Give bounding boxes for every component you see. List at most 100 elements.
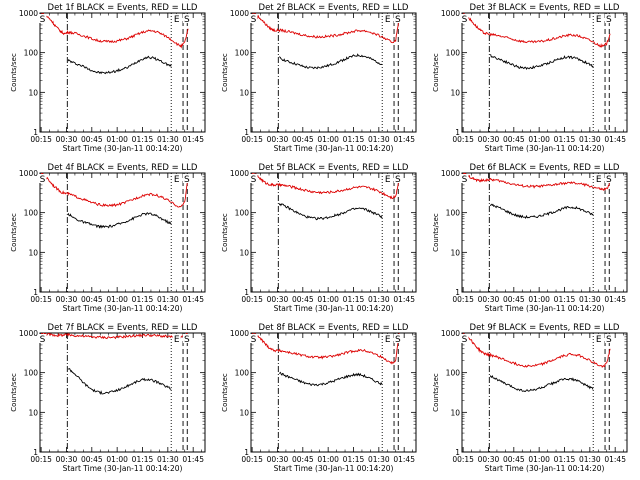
end-marker-label: E bbox=[174, 15, 180, 25]
start-marker-label: S bbox=[40, 335, 46, 345]
series-events-line bbox=[489, 374, 594, 392]
x-tick-label: 01:45 bbox=[393, 135, 415, 144]
x-tick-label: 01:45 bbox=[604, 135, 626, 144]
panel-3: Det 3f BLACK = Events, RED = LLD 00:15 00:… bbox=[432, 3, 628, 153]
y-tick-label: 10 bbox=[450, 88, 460, 97]
marker-label-bg bbox=[460, 334, 469, 343]
series-lld-line bbox=[41, 13, 189, 49]
y-tick-label: 100 bbox=[24, 369, 39, 378]
x-tick-label: 01:15 bbox=[554, 135, 576, 144]
x-tick-label: 00:45 bbox=[81, 295, 103, 304]
x-tick-label: 01:00 bbox=[317, 455, 339, 464]
marker-label-bg bbox=[38, 174, 47, 183]
end-marker-label: E bbox=[385, 175, 391, 185]
y-tick-label: 100 bbox=[24, 49, 39, 58]
panel-1: Det 1f BLACK = Events, RED = LLD 00:15 00:… bbox=[10, 3, 206, 153]
marker-label-bg bbox=[38, 14, 47, 23]
y-tick-label: 1000 bbox=[19, 9, 38, 18]
start-marker-label: S bbox=[184, 15, 190, 25]
y-tick-label: 100 bbox=[235, 209, 250, 218]
x-tick-label: 00:30 bbox=[267, 295, 289, 304]
x-tick-label: 01:15 bbox=[343, 135, 365, 144]
series-events-line bbox=[67, 55, 172, 75]
plot-frame bbox=[250, 12, 417, 133]
start-marker-label: S bbox=[184, 335, 190, 345]
start-marker-label: S bbox=[251, 15, 257, 25]
x-axis-label: Start Time (30-Jan-11 00:14:20) bbox=[274, 144, 394, 153]
x-axis-label: Start Time (30-Jan-11 00:14:20) bbox=[63, 464, 183, 473]
marker-label-bg bbox=[38, 334, 47, 343]
x-tick-label: 00:15 bbox=[30, 455, 52, 464]
panel-7: Det 7f BLACK = Events, RED = LLD 00:15 00:… bbox=[10, 323, 206, 473]
series-lld-line bbox=[462, 13, 611, 48]
panel-title: Det 4f BLACK = Events, RED = LLD bbox=[48, 163, 198, 173]
x-tick-label: 00:15 bbox=[452, 295, 474, 304]
x-axis-label: Start Time (30-Jan-11 00:14:20) bbox=[485, 304, 605, 313]
x-tick-label: 00:45 bbox=[503, 135, 525, 144]
y-axis-label: Counts/sec bbox=[10, 373, 18, 412]
x-tick-label: 00:15 bbox=[452, 455, 474, 464]
marker-label-bg bbox=[249, 174, 258, 183]
panel-8: Det 8f BLACK = Events, RED = LLD 00:15 00:… bbox=[221, 323, 417, 473]
x-tick-label: 00:45 bbox=[503, 295, 525, 304]
x-tick-label: 01:30 bbox=[157, 135, 179, 144]
x-tick-label: 00:15 bbox=[241, 295, 263, 304]
marker-label-bg bbox=[460, 14, 469, 23]
y-tick-label: 1000 bbox=[441, 329, 460, 338]
series-events-line bbox=[279, 371, 383, 387]
y-tick-label: 100 bbox=[235, 49, 250, 58]
series-lld-line bbox=[462, 173, 611, 191]
y-tick-label: 10 bbox=[450, 248, 460, 257]
series-events-line bbox=[278, 53, 383, 70]
y-tick-label: 1000 bbox=[441, 9, 460, 18]
start-marker-label: S bbox=[462, 175, 468, 185]
start-marker-label: S bbox=[395, 175, 401, 185]
end-marker-label: E bbox=[596, 335, 602, 345]
end-marker-label: E bbox=[596, 15, 602, 25]
start-marker-label: S bbox=[462, 335, 468, 345]
panel-4: Det 4f BLACK = Events, RED = LLD 00:15 00:… bbox=[10, 163, 206, 313]
x-tick-label: 01:30 bbox=[368, 455, 390, 464]
x-tick-label: 00:15 bbox=[30, 135, 52, 144]
marker-label-bg bbox=[594, 14, 603, 23]
x-axis-label: Start Time (30-Jan-11 00:14:20) bbox=[485, 464, 605, 473]
panel-2: Det 2f BLACK = Events, RED = LLD 00:15 00:… bbox=[221, 3, 417, 153]
x-tick-label: 01:00 bbox=[106, 135, 128, 144]
start-marker-label: S bbox=[40, 15, 46, 25]
start-marker-label: S bbox=[606, 175, 612, 185]
plot-frame bbox=[250, 332, 417, 453]
y-tick-label: 1000 bbox=[230, 169, 249, 178]
x-tick-label: 01:30 bbox=[157, 295, 179, 304]
x-tick-label: 01:30 bbox=[579, 295, 601, 304]
y-tick-label: 1000 bbox=[230, 9, 249, 18]
x-tick-label: 00:30 bbox=[478, 455, 500, 464]
marker-label-bg bbox=[249, 14, 258, 23]
marker-label-bg bbox=[594, 174, 603, 183]
marker-label-bg bbox=[393, 14, 402, 23]
x-tick-label: 00:15 bbox=[241, 455, 263, 464]
x-tick-label: 01:45 bbox=[393, 455, 415, 464]
x-tick-label: 01:45 bbox=[604, 295, 626, 304]
x-tick-label: 01:00 bbox=[106, 295, 128, 304]
y-tick-label: 10 bbox=[239, 408, 249, 417]
panel-title: Det 5f BLACK = Events, RED = LLD bbox=[259, 163, 409, 173]
plot-frame bbox=[250, 172, 417, 293]
y-tick-label: 1 bbox=[244, 288, 249, 297]
y-axis-label: Counts/sec bbox=[432, 53, 440, 92]
plot-frame bbox=[39, 12, 206, 133]
start-marker-label: S bbox=[606, 15, 612, 25]
x-tick-label: 00:30 bbox=[56, 295, 78, 304]
x-tick-label: 01:15 bbox=[554, 455, 576, 464]
x-tick-label: 00:30 bbox=[267, 135, 289, 144]
series-lld-line bbox=[40, 173, 189, 208]
plot-frame bbox=[39, 332, 206, 453]
y-tick-label: 1 bbox=[244, 448, 249, 457]
x-tick-label: 00:45 bbox=[81, 455, 103, 464]
marker-label-bg bbox=[249, 334, 258, 343]
y-tick-label: 10 bbox=[450, 408, 460, 417]
end-marker-label: E bbox=[596, 175, 602, 185]
x-tick-label: 00:30 bbox=[56, 135, 78, 144]
x-tick-label: 01:45 bbox=[182, 455, 204, 464]
x-tick-label: 01:30 bbox=[368, 295, 390, 304]
start-marker-label: S bbox=[251, 175, 257, 185]
